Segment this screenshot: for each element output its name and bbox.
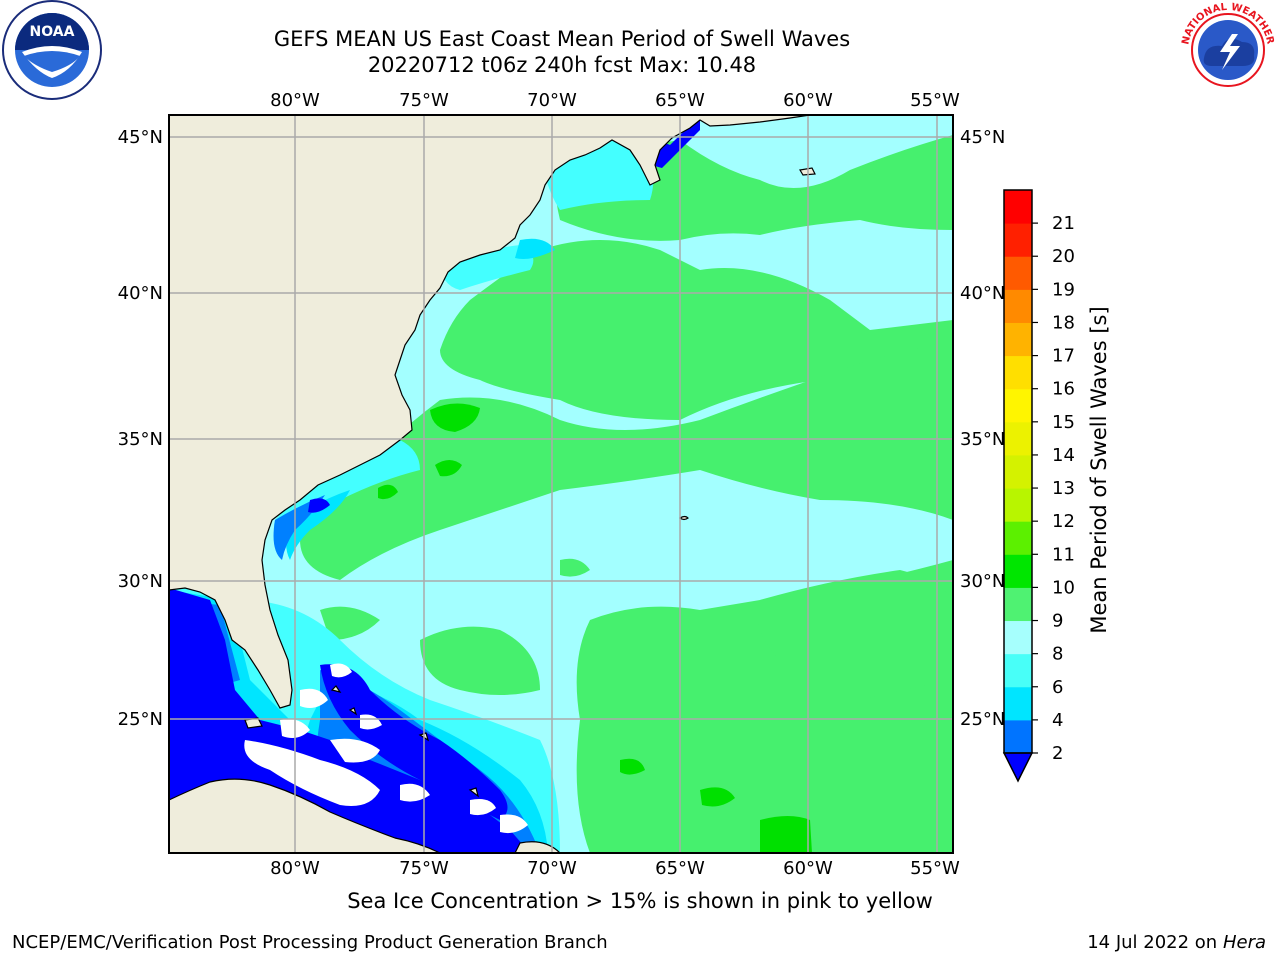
lon-label-bottom: 55°W (910, 858, 960, 879)
colorbar-tick-label: 21 (1052, 213, 1075, 234)
lon-label-top: 65°W (655, 90, 705, 111)
colorbar-tick-label: 18 (1052, 312, 1075, 333)
lon-label-top: 60°W (783, 90, 833, 111)
lon-label-top: 70°W (527, 90, 577, 111)
lon-label-bottom: 65°W (655, 858, 705, 879)
date-stamp: 14 Jul 2022 on Hera (1087, 932, 1266, 953)
colorbar-segment (1004, 653, 1032, 688)
lat-label-right: 40°N (960, 283, 1005, 304)
lat-label-right: 35°N (960, 429, 1005, 450)
colorbar-segment (1004, 719, 1032, 754)
colorbar-tick-label: 14 (1052, 445, 1075, 466)
lon-label-top: 75°W (399, 90, 449, 111)
colorbar-segment (1004, 686, 1032, 721)
lat-label-left: 40°N (118, 283, 163, 304)
lat-label-right: 25°N (960, 709, 1005, 730)
noaa-logo-text: NOAA (30, 24, 75, 40)
land-masses (169, 115, 816, 853)
colorbar-tick-label: 9 (1052, 611, 1063, 632)
lon-label-bottom: 60°W (783, 858, 833, 879)
colorbar-tick-label: 11 (1052, 544, 1075, 565)
swell-period-10-11-spots (378, 403, 812, 853)
nws-logo: NATIONAL WEATHER SERVICE (1176, 0, 1277, 99)
swell-period-9-10-zones (300, 135, 953, 853)
lat-label-right: 30°N (960, 571, 1005, 592)
colorbar: 2 4 6 8 9 10 11 12 13 14 15 16 17 18 19 20 21 (1002, 189, 1075, 783)
colorbar-segment (1004, 388, 1032, 423)
colorbar-segment (1004, 521, 1032, 555)
colorbar-tick-label: 4 (1052, 710, 1063, 731)
colorbar-tick-label: 8 (1052, 644, 1063, 665)
lon-label-top: 80°W (270, 90, 320, 111)
lat-label-left: 45°N (118, 127, 163, 148)
colorbar-segment (1004, 620, 1032, 655)
map-area (169, 115, 953, 853)
colorbar-tick-label: 2 (1052, 743, 1063, 764)
colorbar-tick-label: 10 (1052, 577, 1075, 598)
colorbar-segment (1004, 554, 1032, 588)
lat-label-left: 25°N (118, 709, 163, 730)
page-title: GEFS MEAN US East Coast Mean Period of S… (273, 27, 851, 51)
colorbar-tick-label: 15 (1052, 412, 1075, 433)
north-america-land (169, 115, 811, 709)
colorbar-tick-label: 20 (1052, 246, 1075, 267)
lat-labels-left: 45°N 40°N 35°N 30°N 25°N (118, 127, 163, 730)
lat-label-left: 35°N (118, 429, 163, 450)
graticule (169, 115, 953, 853)
credit-text: NCEP/EMC/Verification Post Processing Pr… (12, 932, 608, 953)
lat-label-left: 30°N (118, 571, 163, 592)
sea-ice-note: Sea Ice Concentration > 15% is shown in … (347, 889, 933, 913)
colorbar-tick-label: 16 (1052, 379, 1075, 400)
host-text: Hera (1222, 932, 1266, 953)
colorbar-tick-label: 13 (1052, 478, 1075, 499)
lon-labels-top: 80°W 75°W 70°W 65°W 60°W 55°W (270, 90, 960, 111)
colorbar-segment (1004, 454, 1032, 489)
lat-label-right: 45°N (960, 127, 1005, 148)
colorbar-segment (1004, 587, 1032, 622)
date-text: 14 Jul 2022 on (1087, 932, 1218, 953)
lon-label-bottom: 80°W (270, 858, 320, 879)
colorbar-segment (1004, 355, 1032, 390)
lat-labels-right: 45°N 40°N 35°N 30°N 25°N (960, 127, 1005, 730)
colorbar-tick-label: 6 (1052, 677, 1063, 698)
noaa-logo: NOAA (2, 0, 102, 100)
bahamas-islands (244, 685, 479, 798)
colorbar-tick-label: 17 (1052, 346, 1075, 367)
colorbar-extend-arrow (1002, 752, 1034, 783)
colorbar-segment (1004, 322, 1032, 357)
colorbar-segment (1004, 223, 1032, 257)
colorbar-segment (1004, 488, 1032, 522)
map-frame (168, 114, 954, 854)
colorbar-segment (1004, 421, 1032, 456)
colorbar-segment (1004, 256, 1032, 290)
hispaniola-land (514, 841, 561, 853)
colorbar-segment (1004, 289, 1032, 323)
colorbar-tick-label: 19 (1052, 279, 1075, 300)
cuba-land (169, 778, 441, 853)
page-subtitle: 20220712 t06z 240h fcst Max: 10.48 (367, 53, 757, 77)
lon-label-top: 55°W (910, 90, 960, 111)
colorbar-tick-label: 12 (1052, 511, 1075, 532)
lon-label-bottom: 75°W (399, 858, 449, 879)
lon-label-bottom: 70°W (527, 858, 577, 879)
lon-labels-bottom: 80°W 75°W 70°W 65°W 60°W 55°W (270, 858, 960, 879)
colorbar-frame (1003, 189, 1033, 754)
colorbar-segment (1004, 190, 1032, 224)
colorbar-label: Mean Period of Swell Waves [s] (1087, 306, 1111, 633)
bermuda-land (678, 515, 689, 521)
